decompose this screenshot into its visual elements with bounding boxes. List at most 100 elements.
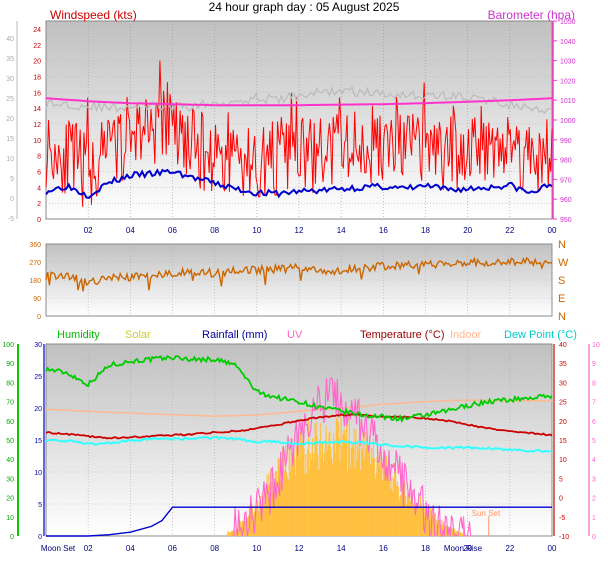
rainfall-axis: 30 25 20 15 10 5 0 [34, 342, 45, 541]
dir-tick-label: 90 [33, 296, 41, 303]
outer-tick-label: 35 [6, 56, 14, 63]
multi-time-label: 22 [505, 544, 514, 553]
humidity-tick-label: 20 [6, 496, 14, 503]
humidity-tick-label: 50 [6, 438, 14, 445]
wind-tick-label: 0 [37, 217, 41, 224]
temperature-tick-label: 15 [559, 438, 567, 445]
uv-line [231, 376, 472, 538]
indoor-line [45, 399, 552, 417]
temperature-tick-label: 25 [559, 400, 567, 407]
multi-time-label: 12 [295, 544, 304, 553]
temperature-tick-label: -5 [559, 515, 565, 522]
wind-time-label: 14 [337, 226, 346, 235]
wind-tick-label: 2 [37, 201, 41, 208]
humidity-tick-label: 70 [6, 400, 14, 407]
outer-tick-label: 10 [6, 156, 14, 163]
temperature-tick-label: 5 [559, 476, 563, 483]
multi-time-label: 14 [337, 544, 346, 553]
outer-tick-label: 0 [10, 196, 14, 203]
outer-tick-label: -5 [8, 216, 14, 223]
barometer-axis: 1050 1040 1030 1020 1010 1000 990 980 970 960 950 [552, 19, 576, 224]
rainfall-tick-label: 25 [34, 374, 42, 381]
uv-tick-label: 0 [592, 534, 596, 541]
humidity-tick-label: 100 [2, 342, 14, 349]
moon-set-label: Moon Set [41, 544, 76, 553]
compass-letter: N [558, 239, 566, 251]
wind-tick-label: 22 [33, 43, 41, 50]
compass-letter: S [558, 275, 565, 287]
wind-time-label: 16 [379, 226, 388, 235]
temperature-tick-label: 10 [559, 457, 567, 464]
baro-tick-label: 1000 [560, 118, 576, 125]
legend-label: Temperature (°C) [360, 329, 444, 341]
baro-tick-label: 1030 [560, 59, 576, 66]
wind-time-label: 18 [421, 226, 430, 235]
humidity-tick-label: 10 [6, 515, 14, 522]
compass-letter: N [558, 311, 566, 323]
astro-annotations: Moon Set Moon Rise Sun Set [41, 509, 501, 553]
barometer-label: Barometer (hpa) [488, 8, 575, 22]
wind-time-label: 04 [126, 226, 135, 235]
baro-tick-label: 1040 [560, 39, 576, 46]
wind-tick-label: 14 [33, 106, 41, 113]
multi-time-label: 02 [84, 544, 93, 553]
wind-time-label: 22 [505, 226, 514, 235]
dir-tick-label: 180 [29, 278, 41, 285]
uv-tick-label: 6 [592, 419, 596, 426]
outer-tick-label: 25 [6, 96, 14, 103]
uv-tick-label: 7 [592, 400, 596, 407]
multi-time-label: 20 [463, 544, 472, 553]
baro-tick-label: 990 [560, 138, 572, 145]
baro-tick-label: 950 [560, 217, 572, 224]
wind-tick-label: 18 [33, 74, 41, 81]
humidity-tick-label: 30 [6, 476, 14, 483]
rainfall-tick-label: 5 [38, 502, 42, 509]
uv-tick-label: 4 [592, 457, 596, 464]
wind-tick-label: 10 [33, 138, 41, 145]
wind-tick-label: 16 [33, 90, 41, 97]
multi-time-label: 16 [379, 544, 388, 553]
gust-line [45, 85, 553, 115]
rainfall-tick-label: 15 [34, 438, 42, 445]
uv-tick-label: 10 [592, 342, 600, 349]
uv-tick-label: 5 [592, 438, 596, 445]
uv-tick-label: 8 [592, 380, 596, 387]
dir-tick-label: 270 [29, 260, 41, 267]
baro-tick-label: 980 [560, 158, 572, 165]
dir-tick-label: 0 [37, 314, 41, 321]
humidity-line [45, 354, 553, 424]
outer-tick-label: 30 [6, 76, 14, 83]
uv-tick-label: 3 [592, 476, 596, 483]
multi-time-label: 06 [168, 544, 177, 553]
wind-time-label: 08 [210, 226, 219, 235]
temperature-line [45, 413, 553, 440]
humidity-tick-label: 0 [10, 534, 14, 541]
wind-time-label: 02 [84, 226, 93, 235]
humidity-tick-label: 80 [6, 380, 14, 387]
direction-axis: 360 270 180 90 0 [29, 242, 41, 321]
outer-tick-label: 40 [6, 36, 14, 43]
multi-time-label: 18 [421, 544, 430, 553]
wind-tick-label: 20 [33, 59, 41, 66]
compass-letter: W [558, 257, 569, 269]
wind-tick-label: 8 [37, 154, 41, 161]
wind-tick-label: 4 [37, 185, 41, 192]
legend-label: Dew Point (°C) [504, 329, 577, 341]
rainfall-tick-label: 30 [34, 342, 42, 349]
uv-tick-label: 9 [592, 361, 596, 368]
wind-direction-line [45, 256, 553, 292]
outer-tick-label: 20 [6, 116, 14, 123]
baro-tick-label: 1020 [560, 78, 576, 85]
rainfall-line [46, 506, 552, 537]
wind-tick-label: 24 [33, 27, 41, 34]
dir-tick-label: 360 [29, 242, 41, 249]
rainfall-tick-label: 0 [38, 534, 42, 541]
dewpoint-line [45, 435, 552, 453]
humidity-tick-label: 40 [6, 457, 14, 464]
time-axis: 02 04 06 08 10 12 14 16 18 20 22 00 02 04 06 08 10 12 14 16… [84, 226, 557, 553]
average-wind-line [45, 168, 553, 199]
